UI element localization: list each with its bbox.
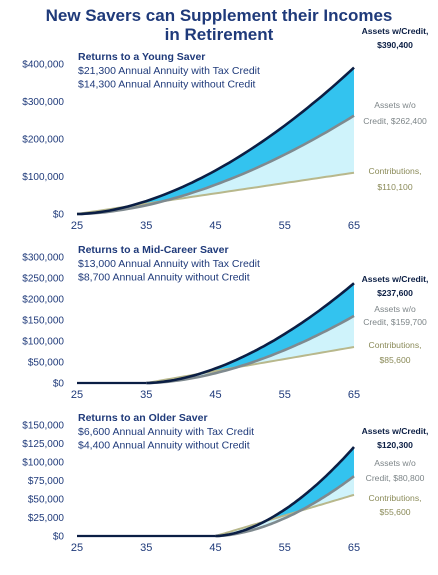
series-end-label: $110,100 (377, 182, 412, 192)
page-title: New Savers can Supplement their Incomes … (0, 6, 438, 44)
x-tick-label: 35 (140, 542, 152, 554)
y-tick-label: $125,000 (22, 439, 64, 450)
x-tick-label: 65 (348, 220, 360, 232)
series-end-label: Credit, $80,800 (366, 473, 425, 483)
series-end-label: Assets w/Credit, (362, 426, 429, 436)
y-tick-label: $100,000 (22, 337, 64, 348)
y-tick-label: $400,000 (22, 60, 64, 71)
title-line-1: New Savers can Supplement their Incomes (45, 6, 393, 25)
x-tick-label: 35 (140, 389, 152, 401)
series-end-label: Assets w/Credit, (362, 26, 429, 36)
x-tick-label: 65 (348, 389, 360, 401)
y-tick-label: $100,000 (22, 172, 64, 183)
title-line-2: in Retirement (164, 25, 274, 44)
x-tick-label: 45 (209, 542, 221, 554)
series-end-label: $120,300 (377, 440, 413, 450)
chart-heading: Returns to a Young Saver (78, 51, 205, 63)
x-tick-label: 45 (209, 389, 221, 401)
y-tick-label: $100,000 (22, 458, 64, 469)
y-tick-label: $300,000 (22, 253, 64, 264)
assets-without-credit-line (146, 314, 355, 385)
y-tick-label: $150,000 (22, 316, 64, 327)
series-end-label: Assets w/o (374, 100, 416, 110)
series-end-label: Contributions, (368, 166, 421, 176)
annuity-note: $14,300 Annual Annuity without Credit (78, 79, 256, 91)
series-end-label: Assets w/Credit, (362, 274, 429, 284)
series-end-label: Contributions, (368, 493, 421, 503)
y-tick-label: $250,000 (22, 274, 64, 285)
series-end-label: $55,600 (379, 507, 410, 517)
series-end-label: Contributions, (368, 340, 421, 350)
x-tick-label: 45 (209, 220, 221, 232)
series-end-label: $390,400 (377, 40, 413, 50)
annuity-note: $4,400 Annual Annuity without Credit (78, 440, 250, 452)
x-tick-label: 55 (279, 220, 291, 232)
y-tick-label: $200,000 (22, 135, 64, 146)
annuity-note: $21,300 Annual Annuity with Tax Credit (78, 65, 260, 77)
annuity-note: $8,700 Annual Annuity without Credit (78, 272, 250, 284)
contributions-line (215, 493, 355, 537)
y-tick-label: $150,000 (22, 421, 64, 432)
assets-with-credit-line (215, 446, 355, 538)
x-tick-label: 25 (71, 542, 83, 554)
investment-gain-area (77, 115, 354, 214)
series-end-label: $85,600 (379, 355, 410, 365)
series-end-label: Credit, $262,400 (363, 116, 427, 126)
y-tick-label: $50,000 (28, 495, 65, 506)
x-tick-label: 55 (279, 389, 291, 401)
credit-gain-area (77, 67, 354, 214)
y-tick-label: $0 (53, 210, 65, 221)
assets-with-credit-line (146, 282, 355, 385)
y-tick-label: $0 (53, 532, 65, 543)
series-end-label: Credit, $159,700 (363, 317, 427, 327)
series-end-label: Assets w/o (374, 458, 416, 468)
x-tick-label: 55 (279, 542, 291, 554)
x-tick-label: 35 (140, 220, 152, 232)
annuity-note: $13,000 Annual Annuity with Tax Credit (78, 258, 260, 270)
y-tick-label: $75,000 (28, 476, 65, 487)
y-tick-label: $25,000 (28, 513, 65, 524)
x-tick-label: 25 (71, 389, 83, 401)
y-tick-label: $50,000 (28, 358, 65, 369)
x-tick-label: 65 (348, 542, 360, 554)
annuity-note: $6,600 Annual Annuity with Tax Credit (78, 426, 254, 438)
contributions-line (146, 346, 355, 384)
chart-heading: Returns to an Older Saver (78, 412, 208, 424)
series-end-label: $237,600 (377, 288, 413, 298)
investment-gain-area (146, 315, 354, 383)
y-tick-label: $300,000 (22, 97, 64, 108)
y-tick-label: $0 (53, 379, 65, 390)
series-end-label: Assets w/o (374, 304, 416, 314)
assets-without-credit-line (76, 114, 355, 216)
chart-heading: Returns to a Mid-Career Saver (78, 244, 229, 256)
assets-with-credit-line (76, 66, 355, 216)
x-tick-label: 25 (71, 220, 83, 232)
y-tick-label: $200,000 (22, 295, 64, 306)
